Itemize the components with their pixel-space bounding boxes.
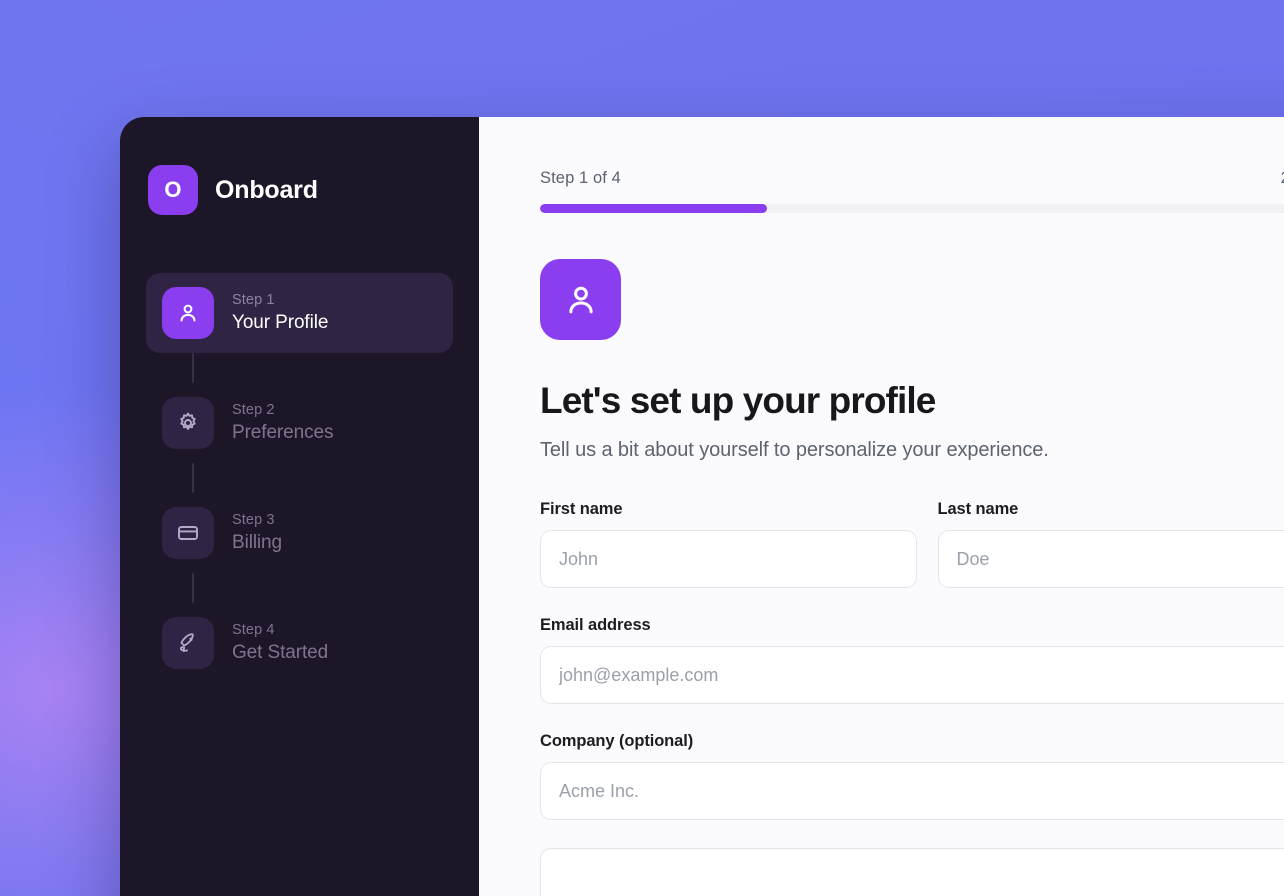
company-field-group: Company (optional) (540, 732, 1284, 820)
sidebar-item-label: Preferences (232, 422, 334, 443)
sidebar-item-billing[interactable]: Step 3 Billing (146, 493, 453, 573)
brand-name: Onboard (215, 175, 318, 204)
gear-icon (162, 397, 214, 449)
main-panel: Step 1 of 4 25% Let's set up your profil… (479, 117, 1284, 896)
rocket-icon (162, 617, 214, 669)
step-connector (192, 353, 194, 383)
sidebar-item-label: Your Profile (232, 312, 329, 333)
sidebar-item-label: Billing (232, 532, 282, 553)
progress-step-label: Step 1 of 4 (540, 169, 621, 187)
sidebar: O Onboard Step 1 Your Profile (120, 117, 479, 896)
company-input[interactable] (540, 762, 1284, 820)
sidebar-item-your-profile[interactable]: Step 1 Your Profile (146, 273, 453, 353)
page-subtitle: Tell us a bit about yourself to personal… (540, 439, 1049, 461)
progress-bar (540, 204, 1284, 213)
user-icon (540, 259, 621, 340)
email-input[interactable] (540, 646, 1284, 704)
next-field-peek[interactable] (540, 848, 1284, 896)
sidebar-item-kicker: Step 2 (232, 402, 275, 418)
sidebar-item-kicker: Step 3 (232, 512, 275, 528)
progress-header: Step 1 of 4 25% (540, 169, 1284, 188)
company-label: Company (optional) (540, 732, 694, 750)
progress-bar-fill (540, 204, 767, 213)
page-title: Let's set up your profile (540, 380, 936, 421)
first-name-label: First name (540, 500, 623, 518)
sidebar-item-get-started[interactable]: Step 4 Get Started (146, 603, 453, 683)
first-name-input[interactable] (540, 530, 917, 588)
last-name-field-group: Last name (937, 500, 1284, 588)
name-field-row: First name Last name (540, 500, 1284, 588)
last-name-label: Last name (937, 500, 1019, 518)
email-field-group: Email address (540, 616, 1284, 704)
user-icon (162, 287, 214, 339)
last-name-input[interactable] (937, 530, 1284, 588)
first-name-field-group: First name (540, 500, 917, 588)
progress-percent-label: 25% (1281, 169, 1284, 188)
brand-logo-icon: O (148, 165, 198, 215)
sidebar-item-kicker: Step 4 (232, 622, 275, 638)
brand: O Onboard (148, 165, 453, 215)
sidebar-item-preferences[interactable]: Step 2 Preferences (146, 383, 453, 463)
onboarding-window: O Onboard Step 1 Your Profile (120, 117, 1284, 896)
step-connector (192, 573, 194, 603)
credit-card-icon (162, 507, 214, 559)
step-list: Step 1 Your Profile Step 2 Preferences (146, 273, 453, 683)
step-connector (192, 463, 194, 493)
sidebar-item-label: Get Started (232, 642, 329, 663)
email-label: Email address (540, 616, 651, 634)
sidebar-item-kicker: Step 1 (232, 292, 275, 308)
